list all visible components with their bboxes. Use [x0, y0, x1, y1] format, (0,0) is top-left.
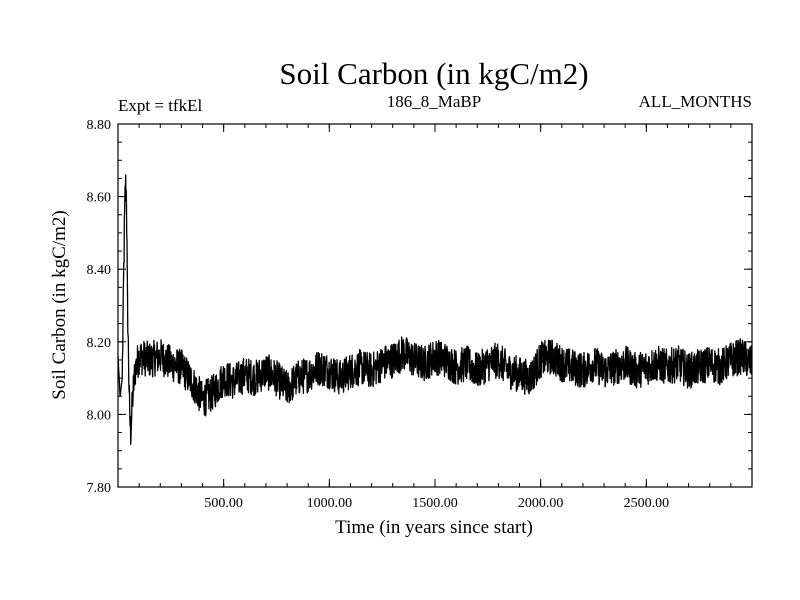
chart-title: Soil Carbon (in kgC/m2)	[279, 56, 588, 91]
x-axis-label: Time (in years since start)	[335, 517, 533, 538]
plot-frame	[117, 123, 753, 488]
x-tick-label: 2500.00	[624, 496, 670, 511]
y-tick-label: 8.60	[87, 191, 112, 206]
series-line	[117, 174, 753, 446]
x-tick-label: 500.00	[204, 496, 243, 511]
y-tick-label: 8.80	[87, 118, 112, 133]
plot-area	[117, 174, 753, 446]
experiment-label: Expt = tfkEl	[118, 96, 202, 115]
months-label: ALL_MONTHS	[639, 92, 752, 111]
y-tick-label: 7.80	[87, 481, 112, 496]
y-tick-label: 8.20	[87, 336, 112, 351]
x-tick-label: 1500.00	[412, 496, 458, 511]
y-axis-label: Soil Carbon (in kgC/m2)	[49, 210, 70, 399]
x-tick-label: 2000.00	[518, 496, 564, 511]
period-label: 186_8_MaBP	[387, 92, 481, 111]
x-tick-label: 1000.00	[307, 496, 353, 511]
axis-ticks: 7.80 8.00 8.20 8.40 8.60 8.80 500.00 1000.00 150…	[87, 118, 752, 511]
y-tick-label: 8.00	[87, 408, 112, 423]
y-tick-label: 8.40	[87, 263, 112, 278]
